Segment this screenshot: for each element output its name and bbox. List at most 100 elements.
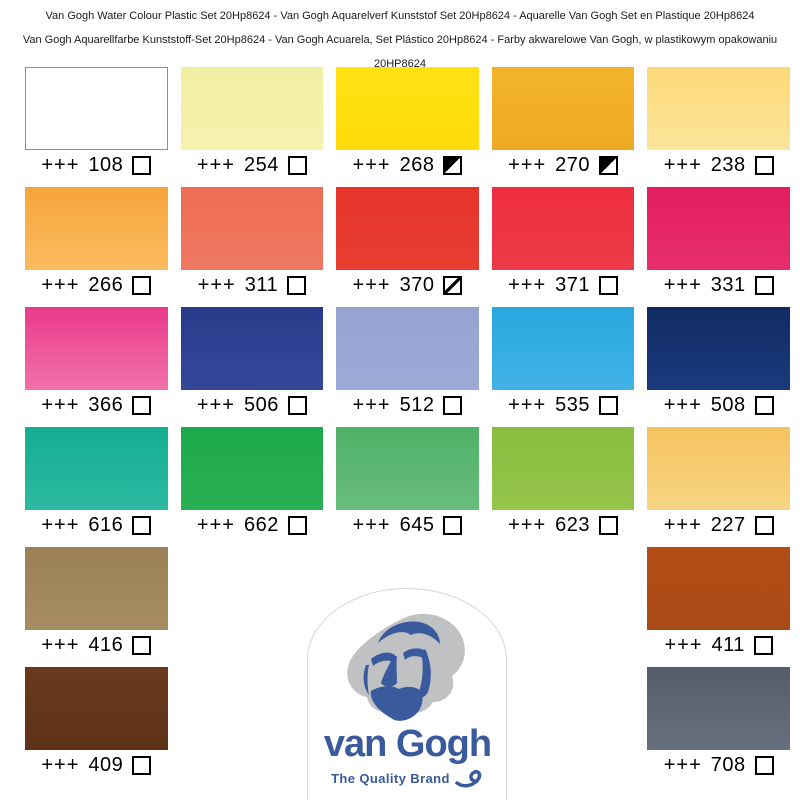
swatch-code: 623 <box>555 513 591 536</box>
swatch-grid: +++ 108 +++ 254 +++ 268 +++ 270 +++ <box>25 60 790 800</box>
swatch-code: 331 <box>710 273 746 296</box>
swatch-cell-623: +++ 623 <box>491 420 635 540</box>
swatch-checkbox <box>754 515 774 535</box>
swatch-code: 238 <box>710 153 746 176</box>
swatch-checkbox <box>599 515 619 535</box>
swatch-code: 254 <box>243 153 279 176</box>
swatch-label: +++ 370 <box>336 270 479 300</box>
color-swatch <box>180 67 324 150</box>
swatch-label: +++ 331 <box>647 270 790 300</box>
swatch-label: +++ 270 <box>492 150 635 180</box>
swatch-label: +++ 506 <box>181 390 324 420</box>
plus-marks: +++ <box>663 273 702 296</box>
color-swatch <box>647 67 790 150</box>
swatch-label: +++ 512 <box>336 390 479 420</box>
swatch-code: 662 <box>243 513 279 536</box>
plus-marks: +++ <box>41 513 80 536</box>
swatch-code: 411 <box>711 633 745 656</box>
plus-marks: +++ <box>664 633 703 656</box>
swatch-code: 371 <box>555 273 591 296</box>
color-swatch <box>25 187 168 270</box>
swatch-code: 270 <box>555 153 591 176</box>
swatch-cell-331: +++ 331 <box>647 180 790 300</box>
swatch-cell-662: +++ 662 <box>180 420 324 540</box>
flourish-icon <box>455 770 482 788</box>
swatch-code: 366 <box>88 393 124 416</box>
swatch-label: +++ 411 <box>647 630 790 660</box>
color-swatch <box>25 427 168 510</box>
color-swatch <box>647 187 790 270</box>
swatch-checkbox <box>132 275 152 295</box>
swatch-label: +++ 416 <box>25 630 168 660</box>
swatch-label: +++ 645 <box>336 510 479 540</box>
swatch-label: +++ 266 <box>25 270 168 300</box>
plus-marks: +++ <box>663 753 702 776</box>
plus-marks: +++ <box>196 153 235 176</box>
plus-marks: +++ <box>196 513 235 536</box>
swatch-cell-108: +++ 108 <box>25 60 168 180</box>
swatch-checkbox <box>443 395 463 415</box>
swatch-label: +++ 227 <box>647 510 790 540</box>
swatch-label: +++ 238 <box>647 150 790 180</box>
swatch-cell-254: +++ 254 <box>180 60 324 180</box>
swatch-checkbox <box>132 755 152 775</box>
swatch-code: 645 <box>399 513 435 536</box>
swatch-checkbox <box>754 755 774 775</box>
swatch-cell-535: +++ 535 <box>491 300 635 420</box>
portrait-beard <box>371 686 424 721</box>
color-swatch <box>491 427 635 510</box>
swatch-checkbox <box>287 515 307 535</box>
swatch-code: 535 <box>555 393 591 416</box>
color-swatch <box>180 427 324 510</box>
swatch-cell-238: +++ 238 <box>647 60 790 180</box>
swatch-checkbox <box>443 515 463 535</box>
swatch-label: +++ 268 <box>336 150 479 180</box>
header-line-1: Van Gogh Water Colour Plastic Set 20Hp86… <box>45 10 755 22</box>
swatch-label: +++ 616 <box>25 510 168 540</box>
swatch-checkbox <box>599 275 619 295</box>
color-swatch <box>25 667 168 750</box>
logo-cell: van Gogh The Quality Brand <box>181 540 635 800</box>
color-swatch <box>180 187 324 270</box>
color-swatch <box>336 187 479 270</box>
swatch-cell-227: +++ 227 <box>647 420 790 540</box>
swatch-cell-311: +++ 311 <box>180 180 324 300</box>
swatch-code: 108 <box>88 153 124 176</box>
swatch-cell-266: +++ 266 <box>25 180 168 300</box>
swatch-cell-409: +++ 409 <box>25 660 168 780</box>
plus-marks: +++ <box>41 633 80 656</box>
swatch-code: 370 <box>399 273 435 296</box>
swatch-cell-268: +++ 268 <box>336 60 479 180</box>
portrait-left-cheek <box>364 665 370 695</box>
swatch-label: +++ 508 <box>647 390 790 420</box>
swatch-label: +++ 371 <box>492 270 635 300</box>
plus-marks: +++ <box>663 153 702 176</box>
swatch-checkbox <box>132 155 152 175</box>
swatch-code: 227 <box>710 513 746 536</box>
color-swatch <box>336 427 479 510</box>
swatch-code: 508 <box>710 393 746 416</box>
swatch-label: +++ 311 <box>181 270 324 300</box>
plus-marks: +++ <box>508 513 547 536</box>
swatch-label: +++ 623 <box>492 510 635 540</box>
swatch-label: +++ 254 <box>181 150 324 180</box>
plus-marks: +++ <box>508 393 547 416</box>
swatch-code: 409 <box>88 753 124 776</box>
logo-plate: van Gogh The Quality Brand <box>307 588 508 800</box>
swatch-checkbox <box>754 155 774 175</box>
swatch-code: 506 <box>243 393 279 416</box>
plus-marks: +++ <box>663 393 702 416</box>
swatch-code: 266 <box>88 273 124 296</box>
color-swatch <box>647 307 790 390</box>
color-swatch <box>336 67 479 150</box>
swatch-label: +++ 108 <box>25 150 168 180</box>
swatch-code: 616 <box>88 513 124 536</box>
swatch-checkbox <box>287 395 307 415</box>
plus-marks: +++ <box>508 153 547 176</box>
swatch-cell-645: +++ 645 <box>336 420 479 540</box>
plus-marks: +++ <box>352 513 391 536</box>
swatch-checkbox <box>287 155 307 175</box>
portrait-right-jaw <box>418 649 432 698</box>
logo-tagline-row: The Quality Brand <box>331 766 484 790</box>
color-swatch <box>491 187 635 270</box>
